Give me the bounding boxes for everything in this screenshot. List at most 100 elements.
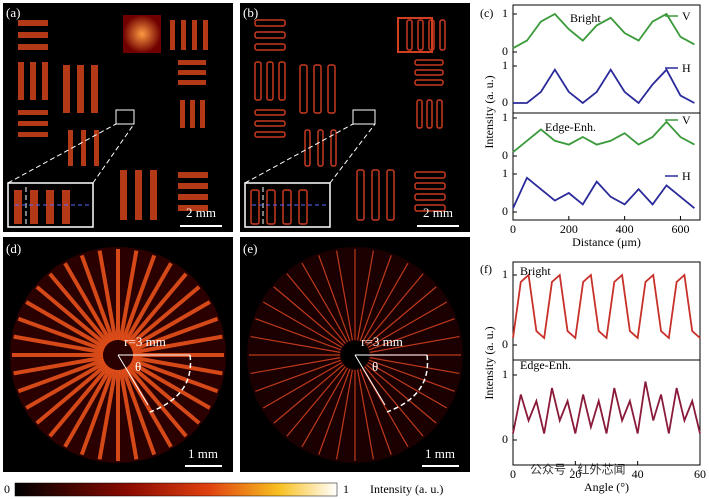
resolution-bars [14,19,446,225]
spoke [318,255,351,342]
bar-pattern [266,61,274,101]
panel-label: (e) [243,241,257,256]
bar-pattern [18,44,48,50]
spoke [126,365,188,438]
spoke [262,301,343,349]
spoke [121,368,157,456]
spoke [255,318,342,351]
series-line [512,273,701,340]
x-tick-label: 600 [671,222,689,236]
spoke [132,355,223,376]
spoke [369,357,460,374]
bar-pattern [18,62,24,100]
spoke [63,366,113,448]
x-tick-label: 40 [632,467,644,481]
bar-pattern [327,64,336,114]
bar-pattern [414,79,444,86]
bar-pattern [178,60,206,65]
spoke [301,262,349,343]
bar-pattern [330,129,337,167]
spoke [129,300,211,350]
radius-label: r=3 mm [361,334,403,349]
spoke [357,250,374,341]
spoke [367,301,448,349]
spoke [250,357,341,374]
bar-pattern [406,19,413,51]
spoke [367,361,448,409]
y-tick-label: 1 [502,6,508,20]
bar-pattern [178,70,206,75]
x-tick-label: 0 [510,222,516,236]
legend-label: V [682,9,691,23]
bar-pattern [317,129,324,167]
spoke [366,364,437,424]
bar-pattern [18,32,48,38]
zoom-box [244,182,331,228]
spoke [369,336,460,353]
bar-pattern [68,130,73,166]
series-line [512,120,695,153]
bar-pattern [414,193,446,201]
spoke [121,254,157,342]
bar-pattern [254,31,286,39]
spoke [128,363,201,425]
spoke [97,250,118,341]
bar-pattern [417,19,424,51]
spoke [250,336,341,353]
spoke [126,272,188,345]
bar-pattern [178,80,206,85]
spoke [48,272,110,345]
bar-pattern [180,100,185,128]
bar-pattern [386,169,395,221]
spoke [97,369,118,460]
bar-pattern [91,65,98,113]
spoke [123,366,173,448]
bar-pattern [42,62,48,100]
bar-pattern [436,99,443,129]
spoke [131,358,219,394]
y-tick-label: 0 [502,44,508,58]
y-tick-label: 1 [502,58,508,72]
y-axis-label: Intensity (a. u.) [482,75,496,148]
bar-pattern [282,189,292,225]
bar-pattern [254,19,286,27]
spoke [318,368,351,455]
radius-label: r=3 mm [124,334,166,349]
spoke [361,367,409,448]
bar-pattern [178,172,208,178]
x-tick-label: 60 [694,467,706,481]
y-tick-label: 0 [502,204,508,218]
angle-label: θ [372,359,378,374]
legend-label: H [682,169,691,183]
y-tick-label: 1 [502,110,508,124]
bar-pattern [254,120,286,127]
spoke [262,361,343,409]
bar-pattern [18,20,48,26]
scale-label: 1 mm [188,446,218,461]
series-label: Edge-Enh. [520,358,571,372]
bar-pattern [18,132,48,137]
bar-pattern [178,194,208,200]
x-tick-label: 0 [510,467,516,481]
spoke [357,369,374,460]
legend-label: V [682,113,691,127]
target-square [123,15,161,53]
bar-pattern [414,182,446,190]
spoke [286,273,346,344]
spoke [359,255,392,342]
bar-pattern [178,205,208,211]
y-axis-label: Intensity (a. u.) [482,326,496,399]
spokes [12,249,461,461]
bar-pattern [426,99,433,129]
annotation: Bright [570,11,601,25]
bar-pattern [416,99,423,129]
spoke [255,359,342,392]
bar-pattern [298,189,308,225]
spoke [13,334,104,355]
y-tick-label: 0 [502,95,508,109]
panel-label: (c) [480,6,493,20]
angle-arc [149,354,429,413]
y-tick-label: 0 [502,148,508,162]
bar-pattern [81,130,86,166]
bar-pattern [254,43,286,51]
